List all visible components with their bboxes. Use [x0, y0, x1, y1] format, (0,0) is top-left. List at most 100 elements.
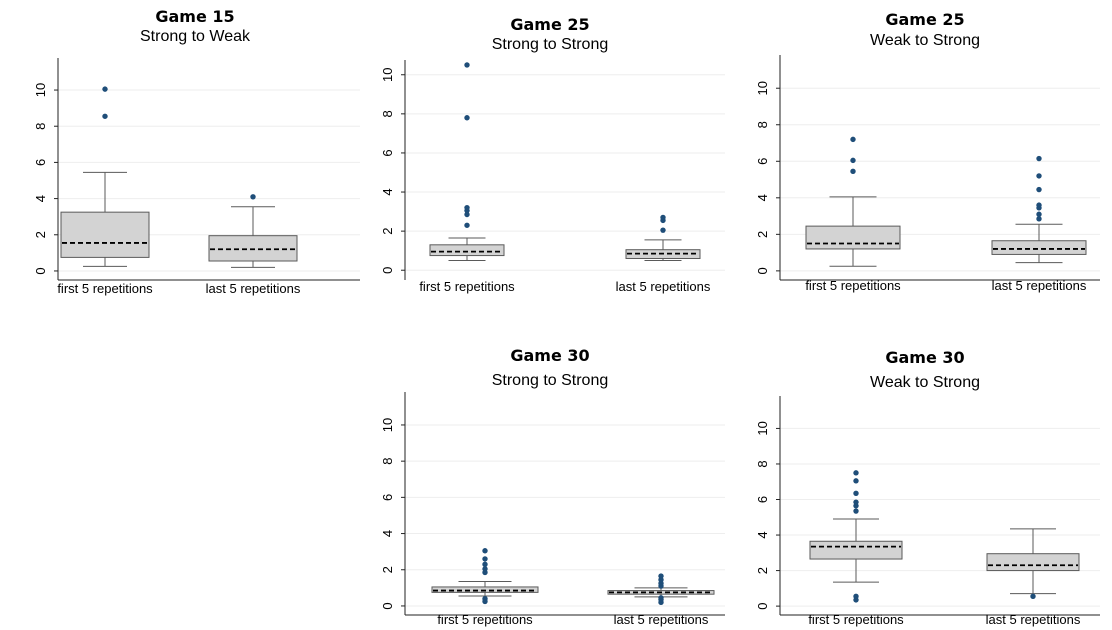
outlier-point	[1036, 216, 1042, 222]
y-tick-label: 8	[33, 123, 48, 130]
panel-title: Game 30	[885, 348, 965, 367]
box-iqr	[60, 211, 150, 258]
outlier-point	[464, 211, 470, 218]
outlier-point	[850, 168, 856, 175]
outlier-point	[853, 508, 859, 514]
y-tick-label: 4	[755, 194, 770, 201]
y-tick-label: 0	[755, 267, 770, 274]
x-category-label: first 5 repetitions	[808, 612, 904, 627]
outlier-point	[853, 478, 859, 484]
panel-title: Game 25	[885, 10, 965, 29]
x-category-label: last 5 repetitions	[986, 612, 1081, 627]
outlier-point	[658, 573, 664, 579]
y-tick-label: 10	[380, 418, 395, 432]
outlier-point	[658, 595, 664, 601]
x-category-label: last 5 repetitions	[206, 281, 301, 296]
outlier-point	[482, 596, 488, 602]
chart-panel-game25-strong-to-strong: Game 25 Strong to Strong 0 2 4 6 8 10 first 5 …	[375, 2, 725, 302]
outlier-point	[250, 194, 256, 200]
outlier-point	[660, 214, 666, 221]
y-tick-label: 6	[380, 494, 395, 501]
outlier-point	[1036, 202, 1042, 208]
x-category-label: first 5 repetitions	[57, 281, 153, 296]
panel-title: Game 25	[510, 15, 590, 34]
x-category-label: last 5 repetitions	[614, 612, 709, 627]
x-category-label: first 5 repetitions	[805, 278, 901, 293]
box-plot: 0 2 4 6 8 10 first 5 repetitions last 5 repetit…	[755, 396, 1100, 627]
y-tick-label: 0	[380, 267, 395, 274]
outlier-point	[482, 561, 488, 568]
y-tick-label: 8	[380, 110, 395, 117]
outlier-point	[853, 490, 859, 496]
outlier-point	[853, 593, 859, 600]
box-iqr	[809, 540, 903, 560]
outlier-point	[482, 556, 488, 562]
y-tick-label: 6	[755, 496, 770, 503]
outlier-point	[1030, 593, 1036, 600]
outlier-point	[850, 157, 856, 164]
chart-panel-game15-strong-to-weak: Game 15 Strong to Weak 0 2 4 6 8 10 first 5 re…	[30, 2, 360, 302]
y-tick-label: 2	[33, 231, 48, 238]
y-tick-label: 4	[380, 188, 395, 195]
x-category-label: last 5 repetitions	[992, 278, 1087, 293]
outlier-point	[853, 499, 859, 505]
outlier-point	[482, 548, 488, 554]
y-tick-label: 2	[380, 228, 395, 235]
box-iqr	[429, 244, 505, 257]
panel-subtitle: Strong to Weak	[140, 28, 250, 45]
outlier-point	[102, 113, 108, 119]
outlier-point	[464, 62, 470, 68]
y-tick-label: 0	[380, 602, 395, 609]
outlier-point	[853, 470, 859, 476]
box-iqr	[805, 225, 901, 250]
x-category-label: last 5 repetitions	[616, 279, 711, 294]
panel-title: Game 30	[510, 346, 590, 365]
y-tick-label: 6	[755, 158, 770, 165]
panel-subtitle: Weak to Strong	[870, 374, 980, 391]
y-tick-label: 2	[755, 231, 770, 238]
x-category-label: first 5 repetitions	[437, 612, 533, 627]
outlier-point	[102, 86, 108, 92]
y-tick-label: 8	[755, 460, 770, 467]
y-tick-label: 10	[380, 68, 395, 82]
panel-subtitle: Strong to Strong	[491, 36, 609, 53]
y-tick-label: 4	[380, 530, 395, 537]
box-plot: 0 2 4 6 8 10 first 5 repetitions last 5 repetit…	[380, 60, 725, 294]
x-category-label: first 5 repetitions	[419, 279, 515, 294]
box-iqr	[431, 586, 539, 593]
outlier-point	[850, 136, 856, 143]
chart-panel-game25-weak-to-strong: Game 25 Weak to Strong 0 2 4 6 8 10 first 5 re…	[750, 2, 1100, 302]
outlier-point	[1036, 173, 1042, 179]
box-plot: 0 2 4 6 8 10 first 5 repetitions last 5 repetit…	[755, 55, 1100, 293]
box-iqr	[986, 553, 1080, 572]
y-tick-label: 8	[380, 458, 395, 465]
y-tick-label: 2	[380, 566, 395, 573]
chart-panel-game30-strong-to-strong: Game 30 Strong to Strong 0 2 4 6 8 10 first 5 …	[375, 338, 725, 630]
outlier-point	[482, 566, 488, 572]
y-tick-label: 2	[755, 567, 770, 574]
y-tick-label: 6	[380, 149, 395, 156]
box-plot: 0 2 4 6 8 10 first 5 repetitions last 5 repetit…	[33, 58, 360, 296]
y-tick-label: 10	[755, 421, 770, 435]
box-iqr	[208, 235, 298, 262]
y-tick-label: 4	[33, 195, 48, 202]
outlier-point	[464, 204, 470, 211]
outlier-point	[1036, 186, 1042, 193]
y-tick-label: 10	[33, 83, 48, 97]
outlier-point	[464, 115, 470, 121]
chart-panel-game30-weak-to-strong: Game 30 Weak to Strong 0 2 4 6 8 10 first 5 re…	[750, 338, 1100, 630]
y-tick-label: 0	[33, 267, 48, 274]
y-tick-label: 0	[755, 602, 770, 609]
outlier-point	[1036, 155, 1042, 162]
y-tick-label: 4	[755, 531, 770, 538]
box-plot: 0 2 4 6 8 10 first 5 repetitions last 5 repetit…	[380, 392, 725, 627]
y-tick-label: 10	[755, 81, 770, 95]
panel-title: Game 15	[155, 7, 235, 26]
box-iqr	[991, 240, 1087, 255]
y-tick-label: 6	[33, 159, 48, 166]
panel-subtitle: Strong to Strong	[491, 372, 609, 389]
y-tick-label: 8	[755, 121, 770, 128]
panel-subtitle: Weak to Strong	[870, 32, 980, 49]
outlier-point	[660, 227, 666, 233]
outlier-point	[1036, 211, 1042, 217]
